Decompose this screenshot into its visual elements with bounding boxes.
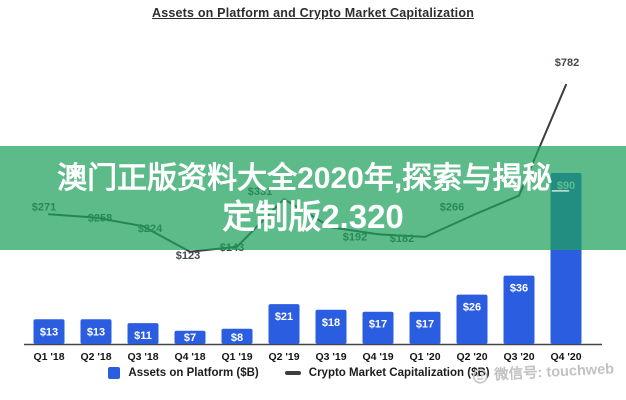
- x-axis-label: Q4 '19: [362, 351, 393, 363]
- x-axis-label: Q2 '19: [268, 351, 299, 363]
- bar: [362, 311, 394, 344]
- bar: [127, 323, 159, 344]
- legend-market-cap-label: Crypto Market Capitalization ($B): [308, 367, 490, 379]
- bar-value-label: $26: [463, 302, 481, 314]
- chart-title: Assets on Platform and Crypto Market Cap…: [151, 6, 475, 20]
- assets-bar-swatch-icon: [108, 367, 121, 379]
- x-axis-label: Q1 '19: [221, 351, 252, 363]
- x-axis-label: Q1 '20: [409, 351, 440, 363]
- overlay-text-line1: 澳门正版资料大全2020年,探索与揭秘_: [57, 162, 569, 196]
- legend-item-assets: Assets on Platform ($B): [108, 367, 259, 379]
- x-axis-label: Q4 '18: [174, 351, 205, 363]
- line-value-label: $123: [176, 250, 200, 262]
- x-axis-label: Q3 '19: [315, 351, 346, 363]
- bar-value-label: $17: [369, 319, 387, 331]
- bar-value-label: $18: [322, 317, 340, 329]
- bar-value-label: $7: [184, 332, 196, 344]
- x-axis-label: Q3 '20: [503, 351, 534, 363]
- bar-value-label: $17: [416, 319, 434, 331]
- x-axis-label: Q1 '18: [33, 351, 64, 363]
- legend-assets-label: Assets on Platform ($B): [128, 367, 259, 379]
- bar: [315, 309, 347, 344]
- x-axis-label: Q2 '20: [456, 351, 487, 363]
- bar: [174, 330, 206, 344]
- bar: [33, 319, 65, 344]
- x-axis-label: Q2 '18: [80, 351, 111, 363]
- watermark: 微信号: touchweb: [471, 357, 615, 385]
- chart-legend: Assets on Platform ($B) Crypto Market Ca…: [0, 367, 612, 379]
- bar: [80, 319, 112, 344]
- bar: [456, 294, 488, 344]
- bar-value-label: $11: [134, 330, 152, 342]
- overlay-banner: 澳门正版资料大全2020年,探索与揭秘_ 定制版2.320: [0, 146, 626, 250]
- line-value-label: $782: [555, 57, 579, 69]
- bar-value-label: $13: [87, 326, 105, 338]
- bar: [268, 304, 300, 344]
- bar: [221, 328, 253, 344]
- bar-value-label: $21: [275, 311, 293, 323]
- bar: [409, 311, 441, 344]
- bar-value-label: $13: [40, 326, 58, 338]
- bar-value-label: $8: [231, 332, 243, 344]
- smiley-face-icon: [472, 368, 488, 384]
- market-cap-line-swatch-icon: [284, 371, 301, 375]
- bar: [503, 275, 535, 344]
- overlay-text-line2: 定制版2.320: [222, 197, 404, 235]
- legend-item-market-cap: Crypto Market Capitalization ($B): [284, 367, 490, 379]
- x-axis-label: Q3 '18: [127, 351, 158, 363]
- bar-value-label: $36: [510, 283, 528, 295]
- x-axis-label: Q4 '20: [550, 351, 581, 363]
